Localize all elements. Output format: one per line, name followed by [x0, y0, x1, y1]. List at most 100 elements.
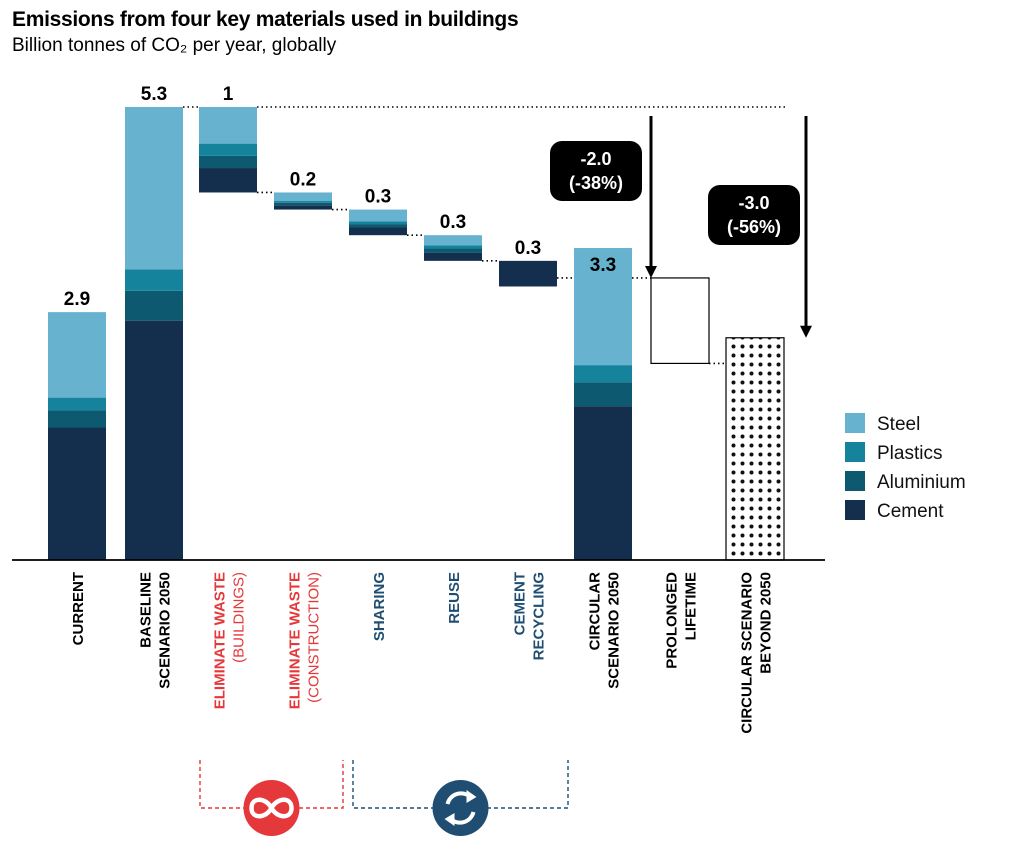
category-label-waste_construction: ELIMINATE WASTE: [287, 572, 304, 709]
cycle-arrowhead-bottom: [444, 813, 455, 826]
category-labels: CURRENT BASELINE SCENARIO 2050 ELIMINATE WA…: [70, 572, 775, 734]
value-label-cement_recycling: 0.3: [515, 238, 541, 259]
callout-percent: (-38%): [569, 173, 623, 193]
callout-beyond: -3.0 (-56%): [708, 116, 812, 338]
category-label-circular: SCENARIO 2050: [606, 572, 623, 689]
cycle-arrows-icon: [432, 780, 489, 836]
chart-subtitle: Billion tonnes of CO₂ per year, globally: [12, 35, 337, 56]
segment-plastics: [48, 397, 106, 411]
category-label-baseline: SCENARIO 2050: [157, 572, 174, 689]
infinity-icon: [243, 780, 300, 836]
arrow-down-icon: [800, 325, 812, 338]
group-eliminate-waste: [199, 760, 344, 836]
infinity-shape: [249, 797, 294, 819]
bar-waste_construction: [274, 192, 332, 210]
value-label-waste_buildings: 1: [223, 84, 234, 105]
segment-cement: [424, 252, 482, 261]
value-label-current: 2.9: [64, 289, 90, 310]
callout-box: [550, 141, 642, 201]
legend-label: Steel: [877, 414, 920, 435]
segment-aluminium: [274, 202, 332, 206]
segment-plastics: [125, 269, 183, 291]
segment-aluminium: [125, 290, 183, 321]
legend-swatch: [845, 500, 865, 520]
legend-item-aluminium: Aluminium: [845, 471, 966, 493]
segment-plastics: [274, 201, 332, 203]
group-brackets: [199, 760, 569, 836]
segment-aluminium: [574, 382, 632, 407]
segment-cement: [274, 205, 332, 210]
segment-cement: [48, 427, 106, 560]
segment-plastics: [424, 245, 482, 249]
segment-plastics: [574, 365, 632, 383]
bar-beyond: [725, 337, 785, 561]
category-label-current: CURRENT: [70, 572, 87, 645]
category-label-cement_recycling: RECYCLING: [531, 572, 548, 660]
category-label-prolonged: PROLONGED: [664, 572, 681, 669]
legend-swatch: [845, 471, 865, 491]
segment-plastics: [349, 221, 407, 225]
bars-layer: [48, 107, 785, 561]
segment-plastics: [199, 143, 257, 156]
category-label-waste_buildings: ELIMINATE WASTE: [212, 572, 229, 709]
cycle-arrowhead-top: [466, 790, 477, 803]
callout-value: -3.0: [738, 193, 769, 213]
category-label-sharing: SHARING: [371, 572, 388, 641]
segment-steel: [125, 107, 183, 270]
connector-lines: [12, 106, 825, 561]
segment-aluminium: [424, 248, 482, 253]
category-label-circular: CIRCULAR: [587, 572, 604, 650]
group-circular-strategies: [352, 760, 569, 836]
segment-aluminium: [349, 224, 407, 228]
value-label-sharing: 0.3: [365, 187, 391, 208]
legend-label: Plastics: [877, 443, 942, 464]
bar-sharing: [349, 209, 407, 236]
segment-prolonged: [650, 277, 710, 365]
legend-swatch: [845, 442, 865, 462]
category-label-reuse: REUSE: [446, 572, 463, 624]
bar-waste_buildings: [199, 107, 257, 193]
legend-label: Cement: [877, 501, 944, 522]
category-label-beyond: CIRCULAR SCENARIO: [739, 572, 756, 734]
segment-cement: [125, 320, 183, 560]
category-label-prolonged: LIFETIME: [683, 572, 700, 640]
callout-percent: (-56%): [727, 217, 781, 237]
category-label-baseline: BASELINE: [138, 572, 155, 648]
value-label-circular: 3.3: [590, 255, 616, 276]
segment-steel: [424, 235, 482, 246]
legend-item-cement: Cement: [845, 500, 944, 522]
segment-steel: [574, 248, 632, 366]
legend-item-plastics: Plastics: [845, 442, 942, 464]
category-label-beyond: BEYOND 2050: [758, 572, 775, 674]
segment-steel: [48, 312, 106, 398]
legend-label: Aluminium: [877, 472, 966, 493]
segment-aluminium: [48, 410, 106, 428]
segment-cement: [574, 406, 632, 560]
segment-cement: [199, 168, 257, 193]
legend: Steel Plastics Aluminium Cement: [845, 413, 966, 522]
segment-beyond: [725, 337, 785, 561]
reduction-callouts: -2.0 (-38%) -3.0 (-56%): [550, 116, 812, 338]
callout-circular: -2.0 (-38%): [550, 116, 657, 278]
arrow-down-icon: [645, 265, 657, 278]
value-label-waste_construction: 0.2: [290, 169, 316, 190]
bar-reuse: [424, 235, 482, 261]
value-label-baseline: 5.3: [141, 84, 167, 105]
value-label-reuse: 0.3: [440, 212, 466, 233]
cycle-arrows-icon-bg: [432, 780, 489, 836]
bar-cement_recycling: [499, 260, 557, 287]
category-label-cement_recycling: CEMENT: [512, 572, 529, 635]
legend-swatch: [845, 413, 865, 433]
segment-cement: [349, 227, 407, 236]
bar-circular: [574, 248, 632, 560]
callout-box: [708, 185, 800, 245]
segment-steel: [274, 192, 332, 202]
legend-item-steel: Steel: [845, 413, 920, 435]
bar-current: [48, 312, 106, 560]
bar-prolonged: [650, 277, 710, 365]
bar-baseline: [125, 107, 183, 560]
segment-steel: [349, 209, 407, 222]
segment-cement: [499, 260, 557, 287]
callout-value: -2.0: [580, 149, 611, 169]
segment-steel: [199, 107, 257, 144]
